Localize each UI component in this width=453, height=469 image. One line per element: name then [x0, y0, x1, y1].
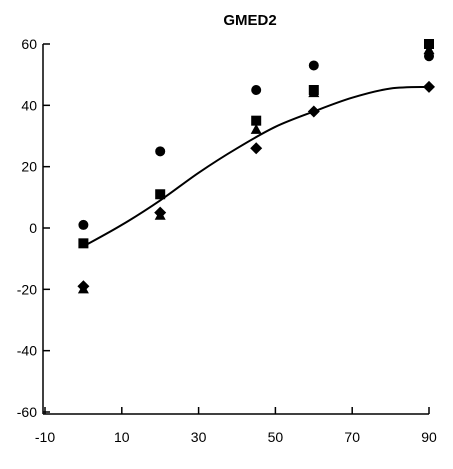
data-point-square — [155, 189, 166, 200]
y-tick-label: -60 — [17, 404, 37, 420]
data-points — [77, 39, 435, 294]
x-tick-label: -10 — [35, 429, 55, 445]
fit-line-layer — [82, 85, 430, 248]
data-point-diamond — [154, 206, 167, 219]
data-point-circle — [155, 146, 166, 157]
y-tick-label: -20 — [17, 281, 37, 297]
y-tick-label: 20 — [21, 159, 37, 175]
fit-line — [82, 85, 430, 248]
x-tick-label: 50 — [268, 429, 284, 445]
y-tick-label: 0 — [29, 220, 37, 236]
x-tick-label: 90 — [421, 429, 437, 445]
data-point-circle — [78, 219, 89, 230]
data-point-triangle — [423, 44, 435, 55]
data-point-circle — [251, 85, 262, 95]
data-point-diamond — [250, 142, 263, 155]
y-tick-label: 40 — [21, 97, 37, 113]
data-point-square — [424, 39, 434, 49]
x-tick-label: 70 — [344, 429, 360, 445]
x-tick-label: 30 — [191, 429, 207, 445]
data-point-triangle — [308, 87, 320, 98]
data-point-diamond — [423, 80, 435, 93]
data-point-circle — [308, 60, 319, 71]
y-tick-label: 60 — [21, 36, 37, 52]
axes: -60 -40 -20 0 20 40 60 -10 10 30 50 70 90 — [17, 36, 437, 445]
chart-title: GMED2 — [223, 12, 276, 29]
data-point-diamond — [77, 280, 90, 293]
data-point-square — [251, 115, 262, 126]
data-point-diamond — [307, 105, 320, 118]
y-tick-label: -40 — [17, 343, 37, 359]
data-point-triangle — [250, 123, 262, 134]
x-tick-label: 10 — [114, 429, 130, 445]
data-point-square — [78, 238, 89, 249]
